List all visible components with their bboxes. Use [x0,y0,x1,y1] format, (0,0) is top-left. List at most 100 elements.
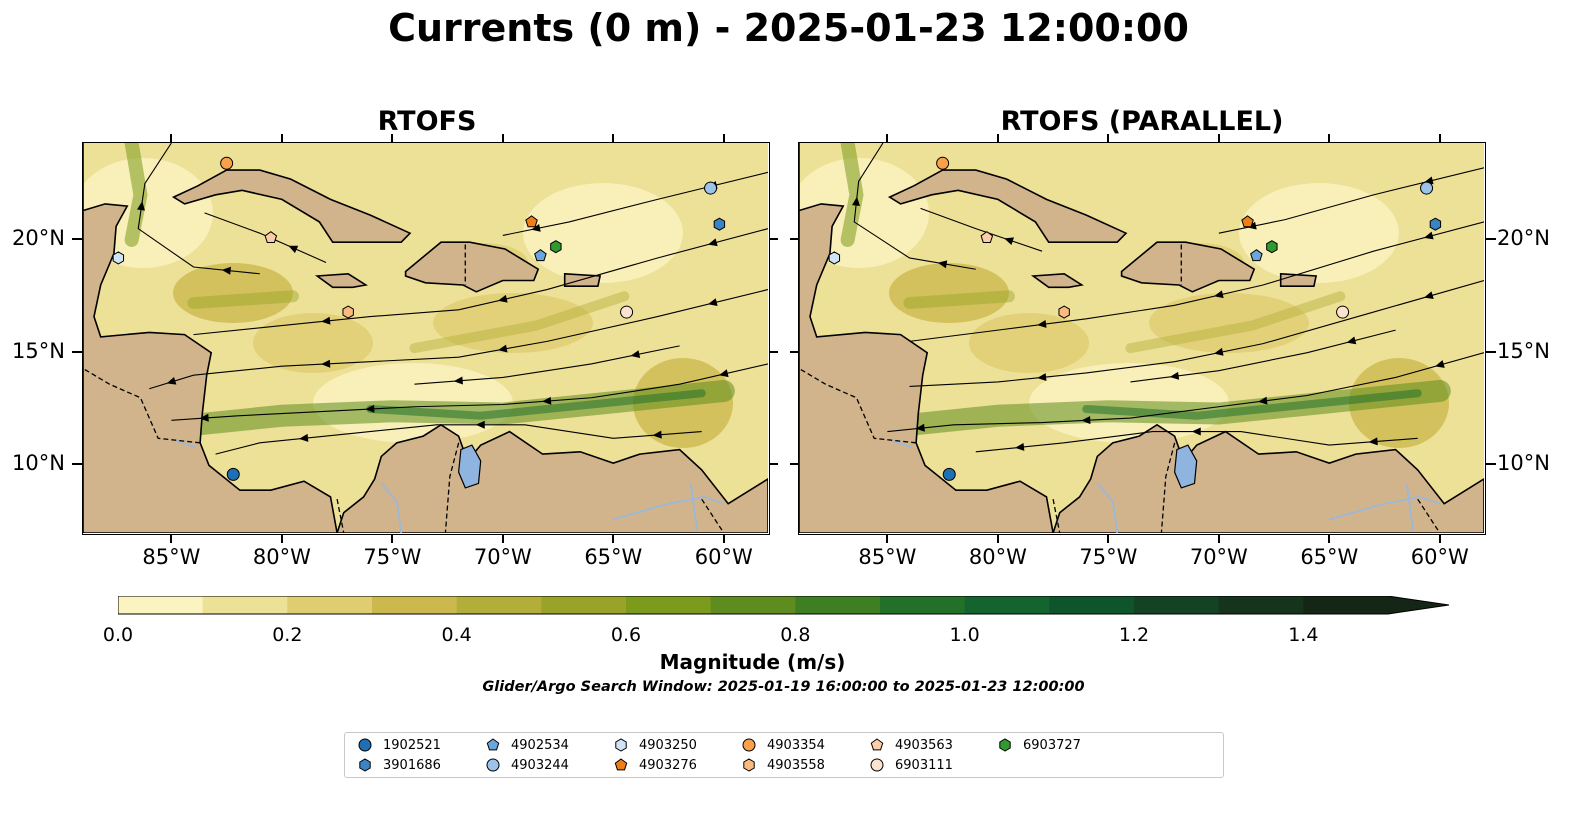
flow-arrow [137,201,145,211]
legend-label: 4903563 [895,737,953,753]
flow-arrow [166,376,177,385]
flow-arrow [531,223,541,232]
float-marker-4903276[interactable] [1241,215,1254,228]
streamline [137,143,260,275]
float-marker-3901686[interactable] [1429,217,1442,231]
float-marker-4903563[interactable] [980,231,994,244]
flow-arrow [288,245,299,254]
land-mass [887,169,1128,243]
legend-entry-6903111: 6903111 [869,757,953,773]
legend-label: 4902534 [511,737,569,753]
streamline [215,424,702,455]
legend-label: 6903727 [1023,737,1081,753]
float-marker-4903276[interactable] [525,215,538,228]
float-marker-6903727[interactable] [1266,240,1278,254]
float-marker-6903727[interactable] [550,240,562,254]
flow-arrow [1037,320,1047,328]
x-tick-label: 65°W [584,545,643,569]
float-marker-4903250[interactable] [112,251,125,265]
float-marker-4903563[interactable] [264,231,278,244]
float-marker-4902534[interactable] [1250,249,1263,262]
flow-arrow [937,260,948,269]
float-marker-4903354[interactable] [220,156,234,170]
flow-arrow [718,369,729,378]
float-marker-1902521[interactable] [942,467,956,481]
circle-marker-icon [870,758,884,772]
float-marker-4903354[interactable] [936,156,950,170]
x-tick-label: 75°W [1079,545,1138,569]
x-tick-label: 60°W [694,545,753,569]
colorbar-segment [118,596,204,614]
colorbar-tick-label: 1.4 [1288,624,1319,646]
current-map-rtofs-parallel[interactable] [798,142,1486,535]
y-tick-label-right: 20°N [1497,225,1550,250]
colorbar-label: Magnitude (m/s) [659,650,846,674]
float-marker-4903244[interactable] [704,181,718,195]
colorbar-segment [1303,596,1389,614]
flow-arrow [1213,347,1224,356]
float-marker-4903558[interactable] [1058,305,1070,319]
float-marker-4903558[interactable] [342,305,354,319]
legend-entry-4903244: 4903244 [485,757,569,773]
current-map-rtofs[interactable] [82,142,770,535]
land-mass [1279,272,1318,287]
legend-entry-1902521: 1902521 [357,737,441,753]
flow-arrow [1258,396,1268,405]
x-tick-label: 75°W [363,545,422,569]
flow-arrow [707,298,718,306]
flow-arrow [542,396,552,405]
colorbar-tick-label: 0.0 [102,624,134,646]
flow-arrow [321,359,331,368]
colorbar-segment [1049,596,1135,614]
float-marker-6903111[interactable] [620,305,634,319]
float-marker-4903244[interactable] [1420,181,1434,195]
flow-arrow [475,420,485,429]
colorbar-segment [710,596,796,614]
x-tick-label: 80°W [252,545,311,569]
legend-label: 3901686 [383,757,441,773]
colorbar-tick-label: 0.2 [272,624,303,646]
legend-label: 4903354 [767,737,825,753]
legend-label: 4903250 [639,737,697,753]
colorbar-tick-label: 1.0 [949,624,980,646]
legend-entry-4902534: 4902534 [485,737,569,753]
streamline [204,212,327,263]
figure-title: Currents (0 m) - 2025-01-23 12:00:00 [388,6,1189,50]
land-mass [83,143,338,533]
float-marker-4902534[interactable] [534,249,547,262]
hexagon-marker-icon [615,738,627,752]
streamline [193,228,768,336]
panel-title-right: RTOFS (PARALLEL) [1000,106,1284,137]
flow-arrow [1423,291,1434,300]
flow-arrow [298,433,309,442]
legend-entry-4903354: 4903354 [741,737,825,753]
float-marker-1902521[interactable] [226,467,240,481]
float-marker-6903111[interactable] [1336,305,1350,319]
flow-arrow [1169,371,1180,380]
flow-arrow [707,238,718,247]
legend-label: 4903244 [511,757,569,773]
legend-entry-4903558: 4903558 [741,757,825,773]
pentagon-marker-icon [486,738,500,751]
x-tick-label: 85°W [858,545,917,569]
flow-arrow [321,316,331,325]
float-marker-3901686[interactable] [713,217,726,231]
land-mass [314,272,368,289]
x-tick-label: 60°W [1410,545,1469,569]
x-tick-label: 70°W [1189,545,1248,569]
hexagon-marker-icon [359,758,371,772]
colorbar-segment [287,596,373,614]
legend-entry-4903563: 4903563 [869,737,953,753]
map-canvas [799,143,1484,533]
flow-arrow [1191,427,1201,436]
colorbar-tick-label: 0.4 [441,624,472,646]
colorbar [117,595,1458,622]
land-mass [1120,241,1256,293]
flow-arrow [1434,360,1445,368]
flow-arrow [1213,290,1224,299]
land-mass [1030,272,1084,289]
streamline [149,288,768,390]
circle-marker-icon [358,738,372,752]
colorbar-segment [456,596,542,614]
float-marker-4903250[interactable] [828,251,841,265]
